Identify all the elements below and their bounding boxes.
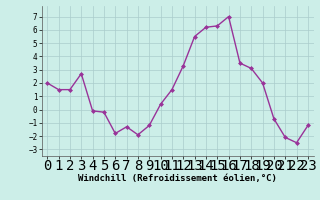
X-axis label: Windchill (Refroidissement éolien,°C): Windchill (Refroidissement éolien,°C) xyxy=(78,174,277,183)
